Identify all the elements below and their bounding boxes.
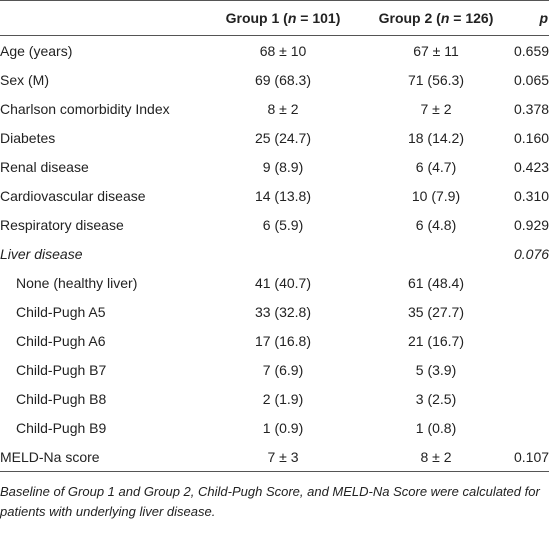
- table-row: Sex (M) 69 (68.3) 71 (56.3) 0.065: [0, 65, 549, 94]
- footnote: Baseline of Group 1 and Group 2, Child-P…: [0, 484, 540, 519]
- table-cell: 0.378: [514, 100, 549, 117]
- table-cell: 3 (2.5): [415, 390, 457, 407]
- table-cell: Diabetes: [0, 129, 56, 146]
- table-cell: MELD-Na score: [0, 448, 100, 465]
- table-cell: 69 (68.3): [254, 71, 312, 88]
- table-cell: [514, 268, 549, 297]
- table-cell: 33 (32.8): [254, 303, 312, 320]
- table-row: Child-Pugh B7 7 (6.9) 5 (3.9): [0, 355, 549, 384]
- table-cell: 21 (16.7): [407, 332, 465, 349]
- table-cell: 41 (40.7): [254, 274, 312, 291]
- header-text: n: [287, 10, 297, 26]
- table-cell: Age (years): [0, 42, 73, 59]
- table-cell: 17 (16.8): [254, 332, 312, 349]
- table-row: Cardiovascular disease 14 (13.8) 10 (7.9) 0…: [0, 181, 549, 210]
- table-cell: 1 (0.8): [415, 419, 457, 436]
- header-text: Group 1 (: [225, 10, 288, 26]
- table-cell: 0.659: [514, 42, 549, 59]
- table-row: Respiratory disease 6 (5.9) 6 (4.8) 0.929: [0, 210, 549, 239]
- table-row: Renal disease 9 (8.9) 6 (4.7) 0.423: [0, 152, 549, 181]
- table-cell: 14 (13.8): [254, 187, 312, 204]
- table-cell: Cardiovascular disease: [0, 187, 146, 204]
- table-cell: [358, 239, 514, 268]
- table-cell: 0.310: [514, 187, 549, 204]
- table-cell: 6 (4.8): [415, 216, 457, 233]
- table-cell: Renal disease: [0, 158, 89, 175]
- header-text: = 101): [296, 10, 341, 26]
- header-text: n: [440, 10, 450, 26]
- header-text: Group 2 (: [378, 10, 441, 26]
- table-cell: 6 (5.9): [262, 216, 304, 233]
- table-cell: [514, 355, 549, 384]
- table-cell: Child-Pugh B8: [16, 390, 107, 407]
- table-cell: 18 (14.2): [407, 129, 465, 146]
- table-cell: 6 (4.7): [415, 158, 457, 175]
- table-cell: Child-Pugh B9: [16, 419, 107, 436]
- table-cell: [514, 326, 549, 355]
- table-row: Child-Pugh B9 1 (0.9) 1 (0.8): [0, 413, 549, 442]
- table-cell: 25 (24.7): [254, 129, 312, 146]
- table-cell: 9 (8.9): [262, 158, 304, 175]
- table-cell: 67 ± 11: [413, 42, 459, 59]
- table-cell: 35 (27.7): [407, 303, 465, 320]
- table-row: MELD-Na score 7 ± 3 8 ± 2 0.107: [0, 442, 549, 472]
- table-cell: None (healthy liver): [16, 274, 138, 291]
- table-cell: Respiratory disease: [0, 216, 124, 233]
- header-cell: Group 2 (n = 126): [358, 0, 514, 36]
- table-cell: Charlson comorbidity Index: [0, 100, 170, 117]
- table-cell: [208, 239, 358, 268]
- table-cell: 7 ± 3: [267, 448, 299, 465]
- table-row: Child-Pugh A5 33 (32.8) 35 (27.7): [0, 297, 549, 326]
- table-cell: Sex (M): [0, 71, 49, 88]
- header-text: p: [539, 10, 548, 26]
- header-row: Group 1 (n = 101) Group 2 (n = 126) p: [0, 0, 549, 36]
- table-cell: 0.065: [514, 71, 549, 88]
- table-cell: 7 (6.9): [262, 361, 304, 378]
- table-cell: Child-Pugh A6: [16, 332, 106, 349]
- table-cell: Child-Pugh B7: [16, 361, 107, 378]
- table-cell: 0.107: [514, 448, 549, 465]
- table-cell: 2 (1.9): [262, 390, 304, 407]
- table-cell: Liver disease: [0, 245, 83, 262]
- table-cell: 61 (48.4): [407, 274, 465, 291]
- table-cell: 71 (56.3): [407, 71, 465, 88]
- table-cell: 0.929: [514, 216, 549, 233]
- table-cell: 7 ± 2: [420, 100, 452, 117]
- table-cell: Child-Pugh A5: [16, 303, 106, 320]
- table-cell: [514, 297, 549, 326]
- table-cell: [514, 413, 549, 442]
- table-row: Liver disease 0.076: [0, 239, 549, 268]
- table-row: Child-Pugh A6 17 (16.8) 21 (16.7): [0, 326, 549, 355]
- header-cell: Group 1 (n = 101): [208, 0, 358, 36]
- table-row: Age (years) 68 ± 10 67 ± 11 0.659: [0, 36, 549, 66]
- table-cell: 5 (3.9): [415, 361, 457, 378]
- table-cell: 1 (0.9): [262, 419, 304, 436]
- header-cell: p: [514, 0, 549, 36]
- table-cell: 10 (7.9): [411, 187, 461, 204]
- table-cell: [514, 384, 549, 413]
- header-cell: [0, 0, 208, 36]
- table-cell: 68 ± 10: [259, 42, 307, 59]
- table-row: Charlson comorbidity Index 8 ± 2 7 ± 2 0.37…: [0, 94, 549, 123]
- table-cell: 8 ± 2: [420, 448, 452, 465]
- header-text: = 126): [449, 10, 494, 26]
- table-row: None (healthy liver) 41 (40.7) 61 (48.4): [0, 268, 549, 297]
- table-row: Child-Pugh B8 2 (1.9) 3 (2.5): [0, 384, 549, 413]
- table-cell: 8 ± 2: [267, 100, 299, 117]
- table-cell: 0.076: [514, 245, 549, 262]
- table-row: Diabetes 25 (24.7) 18 (14.2) 0.160: [0, 123, 549, 152]
- table-cell: 0.160: [514, 129, 549, 146]
- table: Group 1 (n = 101) Group 2 (n = 126) p Age …: [0, 0, 549, 472]
- table-cell: 0.423: [514, 158, 549, 175]
